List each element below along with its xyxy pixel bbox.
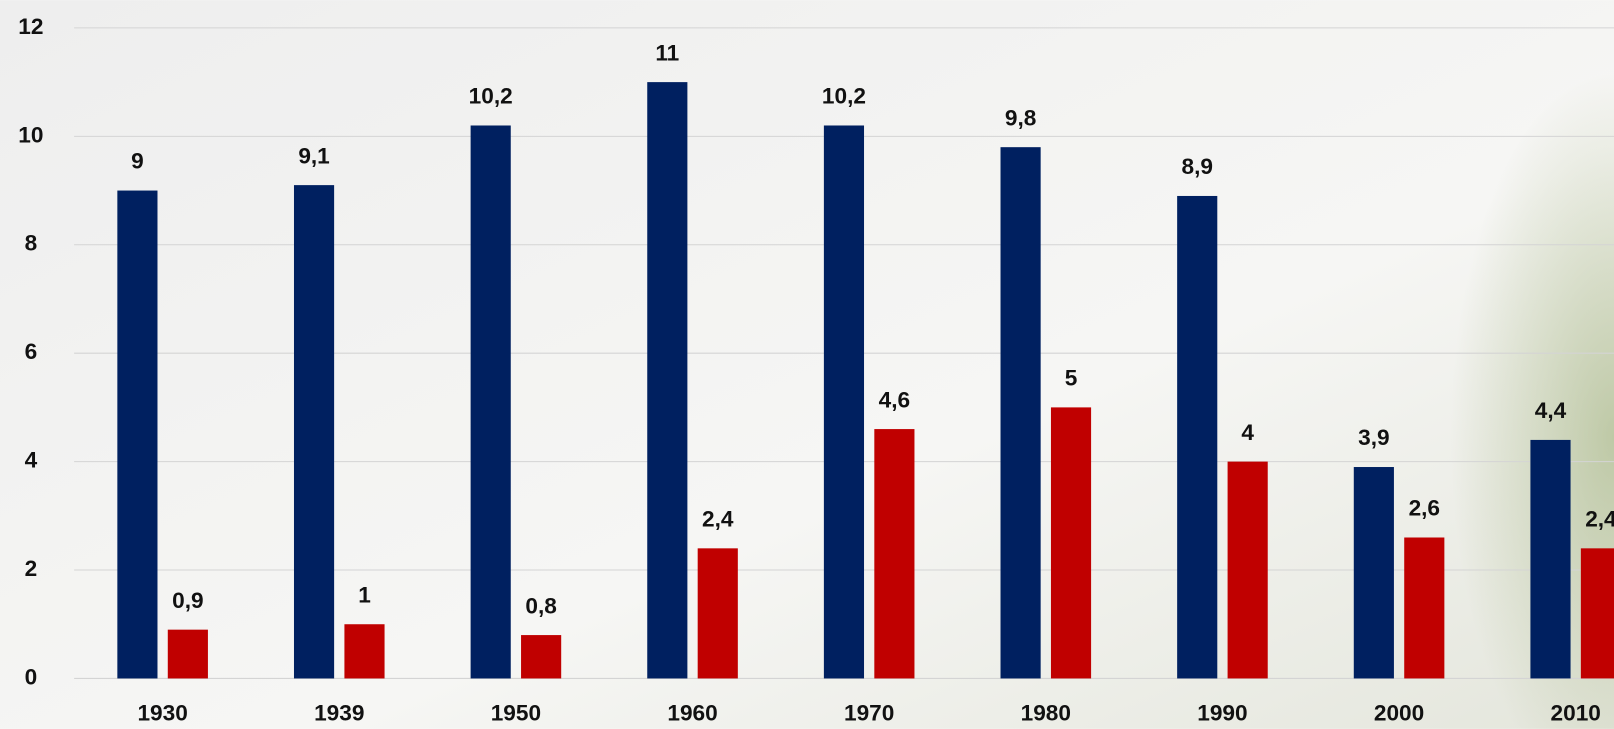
value-label: 9 (131, 149, 144, 174)
x-tick-label: 1990 (1197, 700, 1247, 725)
x-tick-label: 1970 (844, 700, 894, 725)
bar (1227, 461, 1268, 679)
value-label: 8,9 (1181, 154, 1212, 179)
x-tick-label: 1930 (137, 700, 187, 725)
bar (1530, 439, 1571, 679)
y-tick-label: 2 (25, 556, 38, 581)
bar (1177, 195, 1218, 679)
value-label: 4,6 (879, 387, 910, 412)
x-tick-label: 2010 (1551, 700, 1601, 725)
bar (1404, 537, 1445, 679)
x-tick-label: 2000 (1374, 700, 1424, 725)
value-label: 11 (655, 40, 679, 65)
bar (293, 185, 335, 679)
bar (697, 548, 738, 679)
bar (521, 635, 562, 679)
value-label: 9,1 (298, 143, 329, 168)
bar (344, 624, 385, 679)
y-tick-label: 10 (18, 122, 43, 147)
value-label: 0,9 (172, 588, 203, 613)
y-tick-label: 8 (25, 231, 38, 256)
bar (647, 82, 688, 679)
value-label: 2,4 (702, 507, 734, 532)
bar (1580, 548, 1614, 679)
x-tick-label: 1939 (314, 700, 364, 725)
x-tick-label: 1980 (1021, 700, 1071, 725)
y-tick-label: 4 (25, 448, 38, 473)
bar (1050, 407, 1092, 679)
value-label: 2,4 (1585, 507, 1614, 532)
value-label: 0,8 (525, 593, 556, 618)
value-label: 4,4 (1535, 398, 1567, 423)
x-tick-label: 1960 (667, 700, 717, 725)
bar (117, 190, 158, 679)
y-tick-label: 12 (18, 14, 43, 39)
value-label: 3,9 (1358, 425, 1389, 450)
bar (1353, 467, 1394, 679)
value-label: 1 (358, 582, 371, 607)
value-label: 9,8 (1005, 105, 1036, 130)
value-label: 10,2 (469, 84, 513, 109)
y-tick-label: 6 (25, 339, 38, 364)
bar (823, 125, 865, 679)
value-label: 10,2 (822, 84, 866, 109)
value-label: 4 (1241, 420, 1254, 445)
bar (1000, 147, 1041, 679)
bar (167, 629, 208, 679)
bar (470, 125, 511, 679)
bar (874, 429, 915, 679)
y-tick-label: 0 (25, 664, 38, 689)
value-label: 2,6 (1409, 496, 1440, 521)
x-tick-label: 1950 (491, 700, 541, 725)
value-label: 5 (1065, 366, 1078, 391)
